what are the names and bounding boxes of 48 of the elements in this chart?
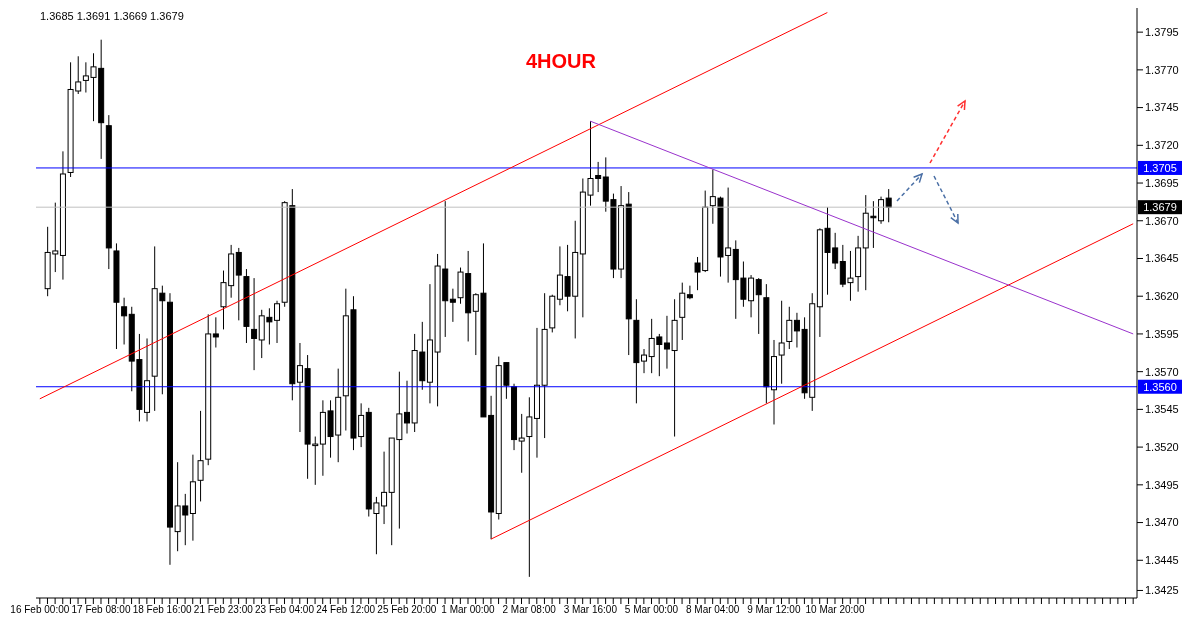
x-tick-label: 21 Feb 23:00 [193, 604, 254, 616]
y-tick-label: 1.3645 [1145, 252, 1179, 265]
x-tick-label: 2 Mar 08:00 [502, 604, 557, 616]
x-tick-label: 10 Mar 20:00 [805, 604, 865, 616]
candlestick [251, 277, 258, 371]
x-tick-label: 18 Feb 16:00 [132, 604, 193, 616]
candlestick [121, 297, 128, 345]
x-tick-label: 17 Feb 08:00 [71, 604, 131, 616]
x-tick-label: 16 Feb 00:00 [10, 604, 70, 616]
candlestick [212, 316, 219, 349]
y-tick-label: 1.3470 [1145, 516, 1179, 529]
text: 4HOUR [526, 50, 597, 73]
ref-line-label: 1.3560 [1143, 380, 1177, 393]
y-tick-label: 1.3620 [1145, 290, 1179, 303]
ref-line-label: 1.3679 [1143, 201, 1177, 214]
candlestick [755, 277, 762, 335]
x-tick-label: 3 Mar 16:00 [563, 604, 618, 616]
candlestick [786, 306, 793, 350]
annotation: 1.3685 1.3691 1.3669 1.3679 [40, 10, 184, 22]
y-tick-label: 1.3670 [1145, 214, 1179, 227]
x-tick-label: 5 Mar 00:00 [624, 604, 679, 616]
y-tick-label: 1.3425 [1145, 584, 1179, 597]
candlestick [526, 396, 533, 578]
y-tick-label: 1.3795 [1145, 26, 1179, 39]
x-tick-label: 24 Feb 12:00 [316, 604, 376, 616]
candlestick [686, 285, 693, 300]
x-tick-label: 8 Mar 04:00 [685, 604, 740, 616]
x-tick-label: 1 Mar 00:00 [441, 604, 496, 616]
candlestick [449, 288, 456, 323]
y-tick-label: 1.3745 [1145, 101, 1179, 114]
candlestick [235, 247, 242, 321]
y-tick-label: 1.3520 [1145, 441, 1179, 454]
y-tick-label: 1.3720 [1145, 139, 1179, 152]
y-tick-label: 1.3545 [1145, 403, 1179, 416]
x-tick-label: 25 Feb 20:00 [377, 604, 437, 616]
x-tick-label: 23 Feb 04:00 [255, 604, 315, 616]
y-tick-label: 1.3770 [1145, 63, 1179, 76]
y-tick-label: 1.3445 [1145, 554, 1179, 567]
candlestick [518, 413, 525, 474]
y-tick-label: 1.3570 [1145, 365, 1179, 378]
candlestick [778, 300, 785, 385]
y-tick-label: 1.3695 [1145, 176, 1179, 189]
ref-line-label: 1.3705 [1143, 161, 1177, 174]
y-tick-label: 1.3495 [1145, 478, 1179, 491]
y-tick-label: 1.3595 [1145, 327, 1179, 340]
candlestick [197, 410, 204, 502]
candlestick [885, 188, 892, 223]
x-tick-label: 9 Mar 12:00 [747, 604, 801, 616]
